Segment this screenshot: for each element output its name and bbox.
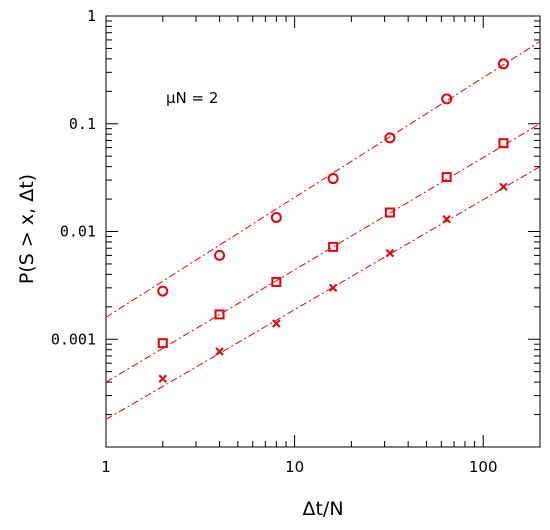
annotation-mu-n: μN = 2 <box>166 89 218 107</box>
x-tick-label: 1 <box>101 458 111 476</box>
marker-cross <box>272 319 281 328</box>
x-axis-title: Δt/N <box>302 498 343 520</box>
fit-line-circle <box>105 41 541 318</box>
marker-cross <box>442 215 451 224</box>
marker-circle <box>270 211 282 223</box>
marker-square <box>498 138 509 149</box>
marker-cross <box>385 248 395 258</box>
marker-square <box>328 241 339 252</box>
y-tick-label: 0.001 <box>51 330 96 348</box>
x-tick-label: 10 <box>285 458 304 476</box>
y-tick-label: 1 <box>87 7 96 25</box>
marker-circle <box>384 132 396 144</box>
marker-cross <box>158 374 167 383</box>
x-tick-label: 100 <box>469 458 498 476</box>
tick-labels: 1 10 100 1 0.1 0.01 0.001 <box>51 7 498 476</box>
marker-square <box>271 276 282 287</box>
marker-circle <box>157 285 169 297</box>
marker-cross <box>499 182 508 191</box>
data-markers <box>157 58 509 383</box>
marker-cross <box>328 283 338 293</box>
marker-square <box>384 207 395 218</box>
fit-line-square <box>105 123 541 383</box>
marker-square <box>441 172 452 183</box>
y-tick-label: 0.01 <box>60 223 96 241</box>
y-tick-label: 0.1 <box>69 115 96 133</box>
fit-lines <box>105 41 541 420</box>
axis-ticks <box>105 15 541 448</box>
fit-line-cross <box>105 166 541 420</box>
marker-circle <box>214 249 226 261</box>
marker-circle <box>327 173 339 185</box>
plot-frame <box>105 15 541 448</box>
marker-circle <box>441 93 453 105</box>
y-axis-title: P(S > x, Δt) <box>16 174 38 284</box>
marker-circle <box>497 58 509 70</box>
marker-square <box>214 309 225 320</box>
marker-square <box>157 338 168 349</box>
marker-cross <box>215 347 224 356</box>
